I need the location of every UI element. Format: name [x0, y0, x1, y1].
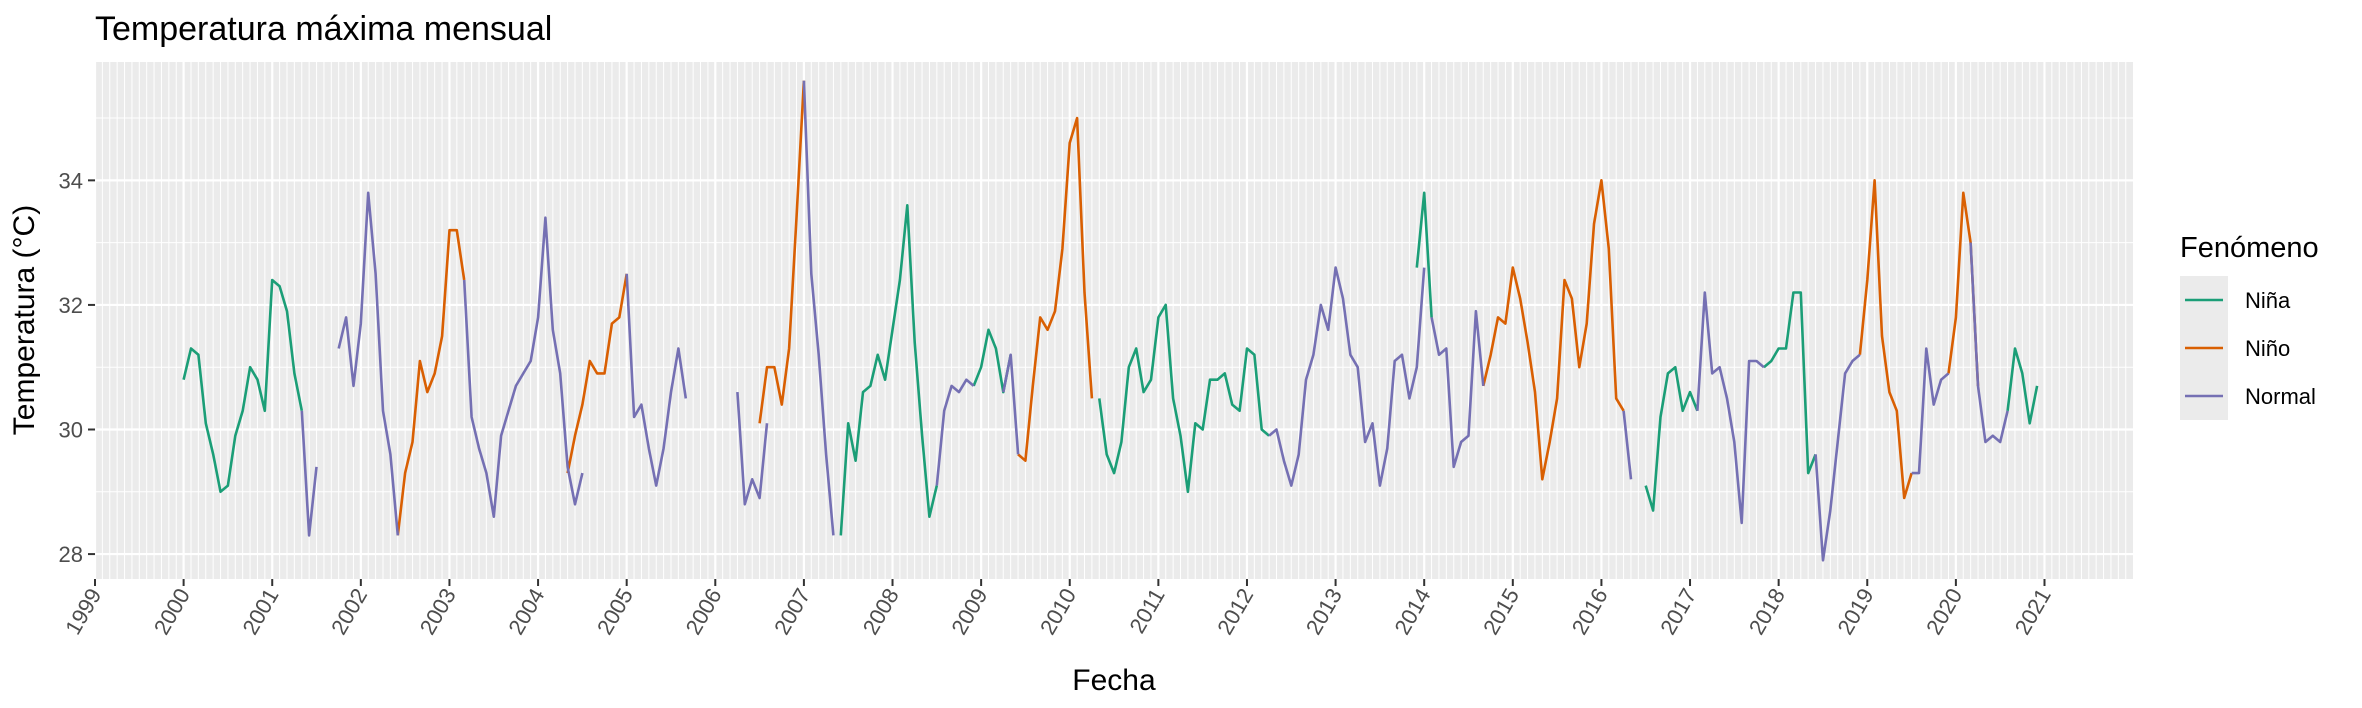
x-tick-label: 2012 — [1212, 584, 1258, 639]
series-line-normal — [1911, 347, 1950, 475]
chart-title: Temperatura máxima mensual — [95, 10, 552, 48]
legend-label-nina: Niña — [2245, 288, 2291, 313]
series-line-nino — [1858, 179, 1913, 500]
y-axis-title: Temperatura (°C) — [8, 205, 41, 435]
y-tick-label: 30 — [59, 418, 83, 443]
legend: Fenómeno Niña Niño Normal — [2180, 232, 2319, 420]
x-tick-label: 2020 — [1921, 584, 1967, 639]
series-layer — [182, 80, 2039, 562]
series-line-normal — [935, 378, 975, 486]
series-line-normal — [1430, 309, 1485, 469]
series-line-normal — [300, 410, 318, 537]
series-line-normal — [337, 191, 400, 536]
series-line-nina — [1763, 291, 1817, 475]
series-line-nino — [758, 80, 806, 424]
x-axis: 1999 2000 2001 2002 2003 2004 2005 2006 2007 2008… — [60, 579, 2056, 639]
series-line-nino — [1482, 179, 1625, 481]
series-line-nina — [839, 204, 939, 536]
x-tick-label: 2019 — [1832, 584, 1878, 639]
series-line-nino — [1017, 116, 1094, 462]
series-line-nina — [1644, 365, 1699, 512]
series-line-nina — [2006, 347, 2039, 425]
x-tick-label: 2008 — [858, 584, 904, 639]
x-tick-label: 2010 — [1035, 584, 1081, 639]
x-tick-label: 2016 — [1567, 584, 1613, 639]
x-tick-label: 1999 — [60, 584, 106, 639]
x-tick-label: 2006 — [680, 584, 726, 639]
series-line-nina — [1098, 303, 1270, 494]
y-tick-label: 34 — [59, 168, 83, 193]
series-line-normal — [736, 392, 769, 506]
x-tick-label: 2017 — [1655, 584, 1701, 639]
y-tick-label: 28 — [59, 542, 83, 567]
series-line-normal — [462, 216, 584, 518]
series-line-normal — [1969, 242, 2009, 444]
x-tick-label: 2021 — [2010, 584, 2056, 639]
minor-grid — [95, 62, 2133, 579]
series-line-nino — [396, 228, 466, 536]
series-line-normal — [1002, 353, 1020, 455]
legend-label-normal: Normal — [2245, 384, 2316, 409]
x-tick-label: 2018 — [1744, 584, 1790, 639]
x-tick-label: 2015 — [1478, 584, 1524, 639]
series-line-normal — [625, 273, 688, 487]
legend-label-nino: Niño — [2245, 336, 2290, 361]
series-line-normal — [802, 80, 835, 536]
series-line-nina — [182, 278, 304, 494]
x-tick-label: 2000 — [149, 584, 195, 639]
x-tick-label: 2005 — [592, 584, 638, 639]
series-line-normal — [1696, 291, 1765, 525]
x-tick-label: 2007 — [769, 584, 815, 639]
series-line-normal — [1622, 410, 1633, 480]
x-tick-label: 2013 — [1301, 584, 1347, 639]
y-tick-label: 32 — [59, 293, 83, 318]
series-line-normal — [1268, 266, 1426, 487]
x-tick-label: 2003 — [415, 584, 461, 639]
x-axis-title: Fecha — [1072, 664, 1156, 697]
major-grid — [93, 62, 2133, 579]
series-line-normal — [1814, 353, 1861, 562]
x-tick-label: 2002 — [326, 584, 372, 639]
x-tick-label: 2014 — [1389, 584, 1435, 639]
x-tick-label: 2011 — [1124, 584, 1169, 637]
x-tick-label: 2009 — [946, 584, 992, 639]
x-tick-label: 2001 — [237, 584, 283, 639]
series-line-nina — [1415, 191, 1433, 318]
x-tick-label: 2004 — [503, 584, 549, 639]
legend-title: Fenómeno — [2180, 232, 2319, 264]
series-line-nino — [566, 273, 628, 474]
y-axis: 28 30 32 34 — [59, 168, 95, 567]
